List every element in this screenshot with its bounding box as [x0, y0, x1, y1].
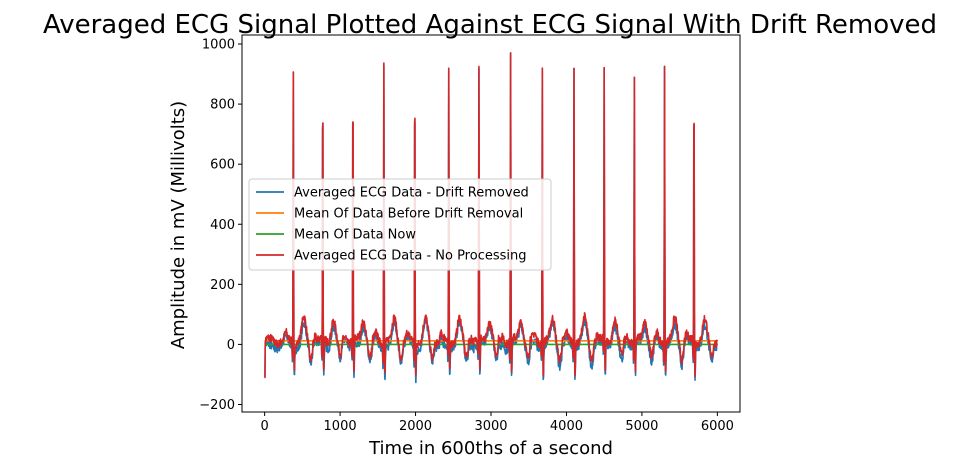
x-tick-label: 2000	[399, 419, 432, 434]
y-tick-label: 1000	[202, 38, 235, 53]
x-tick-label: 3000	[474, 419, 507, 434]
y-axis: −200 0 200 400 600 800 1000	[199, 38, 242, 413]
y-tick-label: 800	[210, 98, 235, 113]
y-tick-label: 400	[210, 218, 235, 233]
x-tick-label: 4000	[550, 419, 583, 434]
x-tick-label: 6000	[701, 419, 734, 434]
legend-label: Mean Of Data Before Drift Removal	[294, 207, 523, 222]
series-layer	[264, 52, 719, 384]
x-tick-label: 1000	[324, 419, 357, 434]
legend-label: Averaged ECG Data - Drift Removed	[294, 186, 529, 201]
y-tick-label: −200	[199, 398, 235, 413]
legend: Averaged ECG Data - Drift Removed Mean Of…	[248, 178, 552, 271]
y-axis-title: Amplitude in mV (Millivolts)	[168, 101, 189, 349]
y-tick-label: 600	[210, 158, 235, 173]
legend-box	[248, 178, 552, 271]
x-axis: 0 1000 2000 3000 4000 5000 6000	[260, 412, 734, 434]
y-tick-label: 200	[210, 278, 235, 293]
legend-label: Averaged ECG Data - No Processing	[294, 249, 527, 264]
series-line-no-processing	[264, 52, 719, 379]
x-axis-title: Time in 600ths of a second	[368, 438, 613, 459]
legend-label: Mean Of Data Now	[294, 228, 416, 243]
y-tick-label: 0	[227, 338, 235, 353]
x-tick-label: 0	[260, 419, 268, 434]
x-tick-label: 5000	[625, 419, 658, 434]
